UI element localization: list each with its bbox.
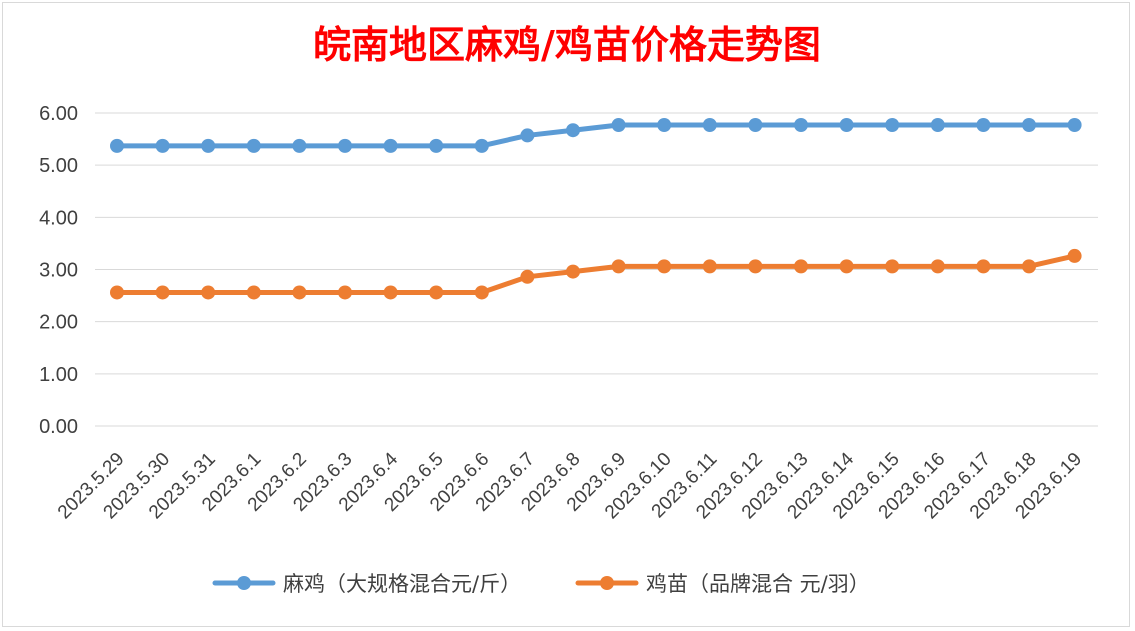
y-tick-label: 2.00	[39, 312, 78, 334]
x-axis-ticks: 2023.5.292023.5.302023.5.312023.6.12023.…	[54, 448, 1086, 523]
data-point[interactable]	[657, 259, 672, 274]
data-point[interactable]	[566, 123, 580, 138]
y-tick-label: 4.00	[39, 207, 78, 229]
y-axis-ticks: 0.00 1.00 2.00 3.00 4.00 5.00 6.00	[39, 103, 78, 438]
data-point[interactable]	[839, 259, 854, 274]
legend-swatch-marker	[600, 576, 614, 590]
data-point[interactable]	[976, 259, 991, 274]
legend-label: 鸡苗（品牌混合 元/羽）	[646, 572, 870, 596]
y-tick-label: 5.00	[39, 155, 78, 177]
legend-label: 麻鸡（大规格混合元/斤）	[283, 572, 521, 596]
data-point[interactable]	[429, 138, 444, 153]
data-point[interactable]	[155, 285, 170, 300]
series-layer	[110, 117, 1082, 300]
series-2	[110, 248, 1082, 300]
y-tick-label: 6.00	[39, 103, 78, 125]
data-point[interactable]	[839, 117, 854, 132]
data-point[interactable]	[657, 117, 672, 132]
data-point[interactable]	[930, 259, 945, 274]
data-point[interactable]	[702, 259, 717, 274]
data-point[interactable]	[611, 259, 626, 274]
series-line	[114, 253, 1078, 295]
data-point[interactable]	[885, 117, 900, 132]
data-point[interactable]	[292, 285, 307, 300]
data-point[interactable]	[1067, 248, 1082, 263]
data-point[interactable]	[1022, 117, 1036, 132]
data-point[interactable]	[292, 138, 307, 153]
y-tick-label: 3.00	[39, 260, 78, 282]
data-point[interactable]	[383, 138, 398, 153]
data-point[interactable]	[383, 285, 398, 300]
data-point[interactable]	[748, 117, 763, 132]
legend: 麻鸡（大规格混合元/斤） 鸡苗（品牌混合 元/羽）	[212, 572, 870, 596]
data-point[interactable]	[1022, 259, 1036, 274]
data-point[interactable]	[110, 138, 124, 153]
data-point[interactable]	[748, 259, 763, 274]
data-point[interactable]	[794, 259, 808, 274]
data-point[interactable]	[155, 138, 170, 153]
data-point[interactable]	[930, 117, 945, 132]
data-point[interactable]	[201, 138, 216, 153]
legend-swatch-marker	[237, 576, 251, 590]
data-point[interactable]	[474, 138, 489, 153]
data-point[interactable]	[246, 285, 261, 300]
y-tick-label: 1.00	[39, 364, 78, 386]
chart-title: 皖南地区麻鸡/鸡苗价格走势图	[313, 22, 821, 67]
gridlines	[95, 112, 1098, 427]
data-point[interactable]	[474, 285, 489, 300]
data-point[interactable]	[338, 138, 352, 153]
data-point[interactable]	[520, 269, 535, 284]
data-point[interactable]	[201, 285, 216, 300]
y-tick-label: 0.00	[39, 416, 78, 438]
data-point[interactable]	[1067, 117, 1082, 132]
data-point[interactable]	[702, 117, 717, 132]
data-point[interactable]	[338, 285, 352, 300]
data-point[interactable]	[885, 259, 900, 274]
data-point[interactable]	[429, 285, 444, 300]
legend-item-1[interactable]: 麻鸡（大规格混合元/斤）	[212, 572, 521, 596]
series-line	[114, 122, 1078, 149]
data-point[interactable]	[566, 264, 580, 279]
legend-item-2[interactable]: 鸡苗（品牌混合 元/羽）	[575, 572, 870, 596]
data-point[interactable]	[110, 285, 124, 300]
series-1	[110, 117, 1082, 153]
data-point[interactable]	[794, 117, 808, 132]
data-point[interactable]	[611, 117, 626, 132]
data-point[interactable]	[976, 117, 991, 132]
data-point[interactable]	[520, 128, 535, 143]
data-point[interactable]	[246, 138, 261, 153]
